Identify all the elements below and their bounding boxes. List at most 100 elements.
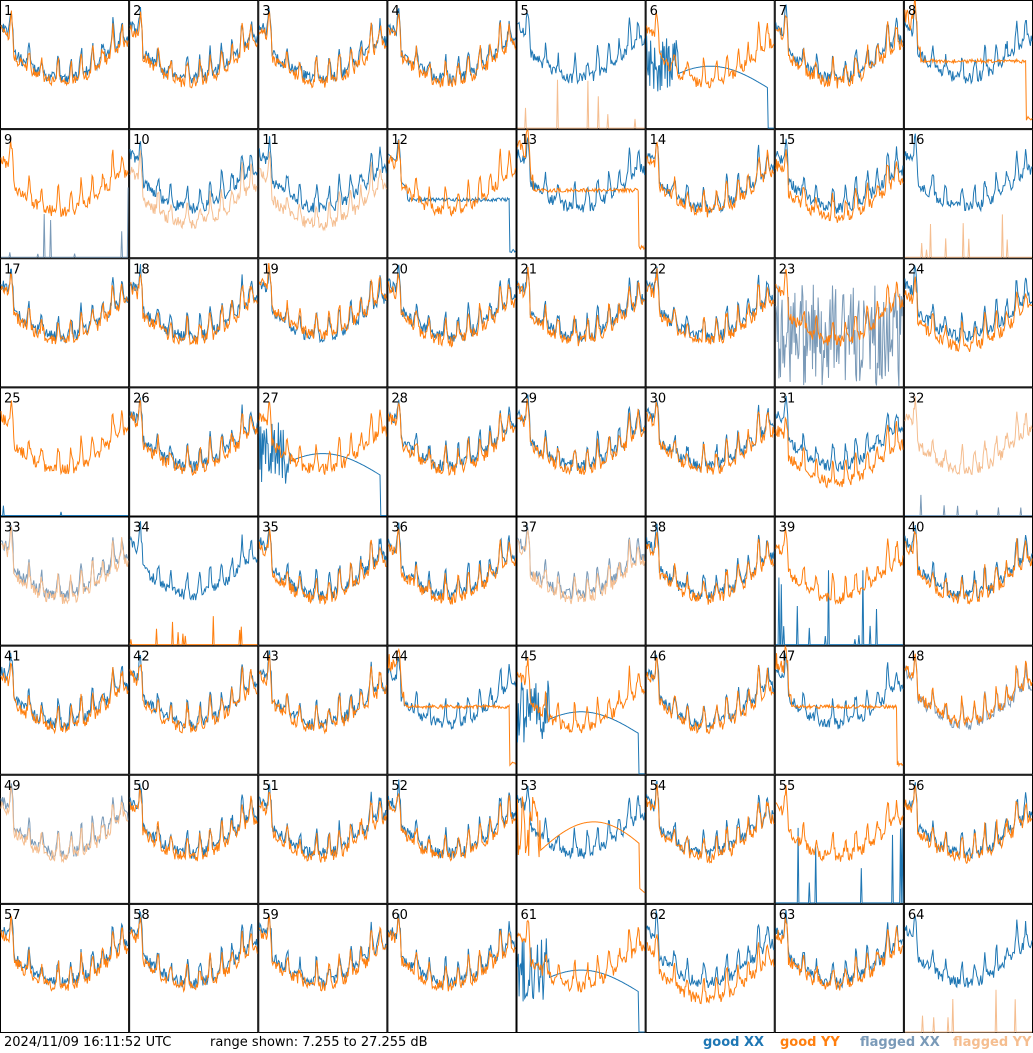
panel-9: 9: [0, 129, 130, 259]
panel-frame: [516, 903, 646, 1033]
legend-good-xx: good XX: [703, 1035, 765, 1050]
panel-frame: [387, 129, 517, 259]
series-yy-48: [904, 653, 1033, 729]
panel-label-3: 3: [262, 4, 270, 19]
panel-frame: [387, 774, 517, 904]
series-xx-28: [388, 399, 516, 472]
panel-60: 60: [387, 903, 517, 1033]
series-yy-2: [129, 11, 258, 89]
series-xx-48: [904, 658, 1033, 731]
series-yy-19: [258, 263, 387, 340]
panel-43: 43: [258, 645, 388, 775]
panel-58: 58: [129, 903, 259, 1033]
panel-frame: [0, 129, 130, 259]
panel-frame: [0, 387, 130, 517]
series-yy-36: [387, 527, 516, 605]
panel-frame: [774, 129, 904, 259]
panel-label-33: 33: [4, 521, 21, 536]
panel-34: 34: [129, 516, 259, 646]
panel-frame: [645, 129, 775, 259]
panel-39: 39: [774, 516, 904, 646]
panel-label-51: 51: [262, 779, 279, 794]
panel-frame: [0, 516, 130, 646]
series-xx-1: [0, 10, 129, 84]
panel-32: 32: [903, 387, 1033, 517]
series-yy-59: [258, 914, 387, 992]
panel-frame: [774, 0, 904, 130]
footer: 2024/11/09 16:11:52 UTC range shown: 7.2…: [0, 1033, 1033, 1053]
panel-frame: [129, 645, 259, 775]
panel-label-37: 37: [521, 521, 538, 536]
series-xx-13: [517, 137, 646, 213]
panel-51: 51: [258, 774, 388, 904]
panel-15: 15: [774, 129, 904, 259]
panel-label-40: 40: [908, 521, 925, 536]
series-xx-25: [1, 505, 129, 516]
panel-1: 1: [0, 0, 130, 130]
panel-23: 23: [774, 258, 904, 388]
series-xx-14: [646, 142, 775, 215]
panel-frame: [258, 516, 388, 646]
panel-frame: [903, 129, 1033, 259]
series-yy-39: [775, 527, 904, 606]
panel-frame: [903, 387, 1033, 517]
series-xx-33: [0, 523, 129, 602]
panel-frame: [645, 516, 775, 646]
series-yy-53: [517, 796, 645, 894]
panel-label-16: 16: [908, 133, 925, 148]
panel-4: 4: [387, 0, 517, 130]
panel-frame: [129, 0, 259, 130]
panel-label-32: 32: [908, 391, 925, 406]
panel-label-62: 62: [650, 908, 667, 923]
panel-59: 59: [258, 903, 388, 1033]
panel-52: 52: [387, 774, 517, 904]
panel-3: 3: [258, 0, 388, 130]
panel-label-53: 53: [521, 779, 538, 794]
legend-flagged-yy: flagged YY: [953, 1035, 1032, 1050]
panel-33: 33: [0, 516, 130, 646]
range-label: range shown: 7.255 to 27.255 dB: [210, 1035, 428, 1050]
panel-28: 28: [387, 387, 517, 517]
panel-label-26: 26: [133, 391, 150, 406]
series-yy-61: [517, 919, 646, 993]
panel-label-50: 50: [133, 779, 150, 794]
panel-frame: [129, 387, 259, 517]
panel-label-38: 38: [650, 521, 667, 536]
panel-label-1: 1: [4, 4, 12, 19]
panel-44: 44: [387, 645, 517, 775]
panel-label-22: 22: [650, 262, 667, 277]
series-xx-46: [646, 654, 775, 731]
series-yy-51: [259, 791, 387, 863]
panel-frame: [516, 0, 646, 130]
series-xx-3: [258, 7, 387, 84]
series-yy-54: [646, 784, 775, 864]
panel-17: 17: [0, 258, 130, 388]
panel-label-41: 41: [4, 650, 21, 665]
panel-55: 55: [774, 774, 904, 904]
panel-8: 8: [903, 0, 1033, 130]
panel-label-34: 34: [133, 521, 150, 536]
panel-label-28: 28: [391, 391, 408, 406]
series-xx-44: [387, 656, 516, 730]
panel-frame: [387, 0, 517, 130]
timestamp: 2024/11/09 16:11:52 UTC: [4, 1035, 172, 1050]
panel-11: 11: [258, 129, 388, 259]
series-yy-24: [904, 276, 1033, 353]
series-yy-50: [129, 788, 258, 862]
panel-frame: [258, 129, 388, 259]
series-yy-13: [517, 129, 646, 251]
panel-label-54: 54: [650, 779, 667, 794]
panel-frame: [0, 774, 130, 904]
series-yy-6: [646, 12, 775, 89]
panel-frame: [774, 645, 904, 775]
panel-frame: [516, 129, 646, 259]
series-yy-63: [775, 916, 904, 991]
panel-label-20: 20: [391, 262, 408, 277]
panel-label-47: 47: [779, 650, 796, 665]
series-xx-47: [775, 652, 904, 730]
panel-label-21: 21: [521, 262, 538, 277]
panel-label-44: 44: [391, 650, 408, 665]
series-yy-29: [517, 398, 646, 476]
panel-20: 20: [387, 258, 517, 388]
panel-frame: [258, 774, 388, 904]
